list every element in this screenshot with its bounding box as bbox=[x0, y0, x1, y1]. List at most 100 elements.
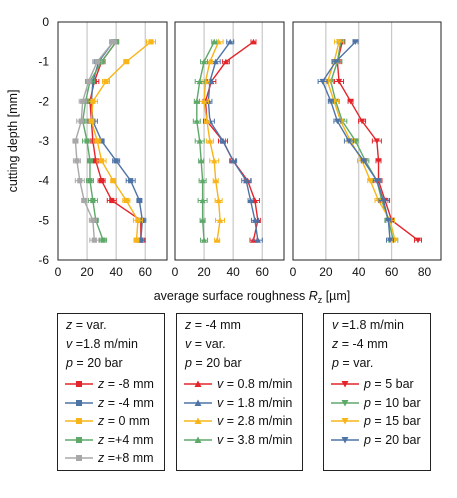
chart-panel: 0 20 40 60 bbox=[172, 21, 285, 279]
data-point bbox=[72, 138, 79, 144]
data-point bbox=[219, 137, 227, 144]
data-point bbox=[148, 39, 154, 45]
series bbox=[87, 39, 157, 243]
data-point bbox=[93, 158, 99, 164]
legend-marker bbox=[341, 399, 349, 406]
data-point bbox=[335, 39, 343, 45]
data-point bbox=[94, 59, 100, 65]
data-point bbox=[211, 157, 218, 164]
data-point bbox=[193, 118, 200, 124]
data-point bbox=[193, 98, 200, 104]
legend-marker bbox=[194, 436, 202, 443]
legend-label: z = -8 mm bbox=[98, 376, 154, 392]
data-point bbox=[199, 197, 206, 204]
data-point bbox=[136, 197, 142, 204]
legend-label: z = 0 mm bbox=[98, 413, 150, 429]
legend-header-line: p = var. bbox=[332, 356, 373, 370]
legend-header-text: = var. bbox=[191, 337, 226, 351]
legend-var: z bbox=[98, 395, 105, 410]
data-point bbox=[199, 177, 206, 184]
legend-header-text: = -4 mm bbox=[191, 318, 241, 332]
legend-marker bbox=[76, 381, 82, 387]
y-tick-label: -6 bbox=[38, 253, 49, 267]
data-point bbox=[109, 197, 115, 204]
series bbox=[199, 38, 226, 243]
legend-swatch bbox=[65, 399, 93, 406]
legend-var: v bbox=[332, 318, 339, 332]
data-point bbox=[251, 217, 259, 223]
legend-header-line: z = -4 mm bbox=[332, 337, 388, 351]
legend-marker bbox=[194, 399, 202, 406]
series-name: = 0 mm bbox=[104, 414, 150, 428]
legend-label: p = 20 bar bbox=[364, 432, 421, 448]
legend-var: v bbox=[217, 414, 224, 428]
data-point bbox=[200, 237, 208, 243]
series-name: = -8 mm bbox=[104, 377, 154, 391]
legend-var: z bbox=[98, 451, 105, 465]
legend-var: z bbox=[185, 318, 192, 332]
legend-label: p = 15 bar bbox=[364, 413, 421, 429]
series-name: = 2.8 m/min bbox=[223, 414, 293, 428]
data-point bbox=[243, 177, 250, 184]
legend-marker bbox=[76, 418, 82, 424]
panel-frame bbox=[57, 21, 168, 261]
legend-header-line: z = var. bbox=[66, 318, 107, 332]
legend-v: z = -4 mm v = var. p = 20 bar v = 0.8 m/min… bbox=[176, 313, 303, 471]
series-name: = -4 mm bbox=[104, 395, 154, 410]
y-tick-label: 0 bbox=[42, 15, 49, 29]
legend-header-line: v =1.8 m/min bbox=[332, 318, 404, 332]
legend-swatch bbox=[65, 381, 93, 387]
legend-var: p bbox=[364, 414, 371, 428]
legend-marker bbox=[341, 436, 349, 443]
data-point bbox=[81, 197, 87, 204]
data-point bbox=[212, 58, 219, 65]
data-point bbox=[133, 237, 140, 243]
data-point bbox=[196, 137, 203, 144]
roughness-depth-chart: 0 -1 -2 -3 -4 -5 -6 cutting depth [mm] 0 20 40 60 0 2… bbox=[6, 15, 442, 305]
x-tick-label: 20 bbox=[197, 265, 211, 279]
data-point bbox=[110, 39, 116, 45]
legend-marker bbox=[76, 436, 82, 443]
legend-label: v = 0.8 m/min bbox=[217, 376, 292, 392]
data-point bbox=[367, 178, 374, 184]
legend-swatch bbox=[65, 436, 93, 443]
y-axis-label: cutting depth [mm] bbox=[6, 90, 20, 193]
legend-var: p bbox=[332, 356, 339, 370]
data-point bbox=[358, 118, 366, 125]
data-point bbox=[128, 178, 134, 184]
series-name: = 10 bar bbox=[370, 395, 421, 410]
legend-var: z bbox=[332, 337, 339, 351]
data-point bbox=[250, 38, 257, 45]
legend-swatch bbox=[184, 417, 212, 424]
legend-z: z = var. v =1.8 m/min p = 20 bar z = -8 mm z… bbox=[57, 313, 165, 471]
y-tick-label: -4 bbox=[38, 174, 49, 188]
legend-header-line: z = -4 mm bbox=[185, 318, 241, 332]
legend-var: v bbox=[66, 337, 73, 351]
data-point bbox=[247, 197, 254, 204]
data-point bbox=[135, 217, 141, 223]
data-point bbox=[90, 217, 96, 223]
legend-header-text: =1.8 m/min bbox=[72, 337, 138, 351]
series-name: = 3.8 m/min bbox=[223, 432, 293, 447]
series bbox=[317, 39, 395, 244]
x-tick-label: 40 bbox=[352, 265, 366, 279]
data-point bbox=[385, 217, 392, 224]
data-point bbox=[212, 177, 219, 184]
legend-var: z bbox=[66, 318, 73, 332]
data-point bbox=[360, 158, 367, 164]
legend-header-text: = var. bbox=[338, 356, 374, 370]
y-tick-label: -3 bbox=[38, 134, 49, 148]
legend-marker bbox=[194, 417, 202, 424]
data-point bbox=[206, 58, 213, 65]
x-tick-label: 80 bbox=[418, 265, 432, 279]
legend-label: p = 5 bar bbox=[364, 376, 414, 392]
data-point bbox=[99, 138, 105, 144]
legend-swatch bbox=[184, 436, 212, 443]
legend-var: p bbox=[364, 395, 371, 410]
legend-var: p bbox=[185, 356, 192, 370]
series-name: =+4 mm bbox=[104, 432, 154, 447]
legend-var: v bbox=[185, 337, 192, 351]
data-point bbox=[215, 197, 222, 204]
y-tick-label: -1 bbox=[38, 55, 49, 69]
data-point bbox=[87, 158, 93, 164]
